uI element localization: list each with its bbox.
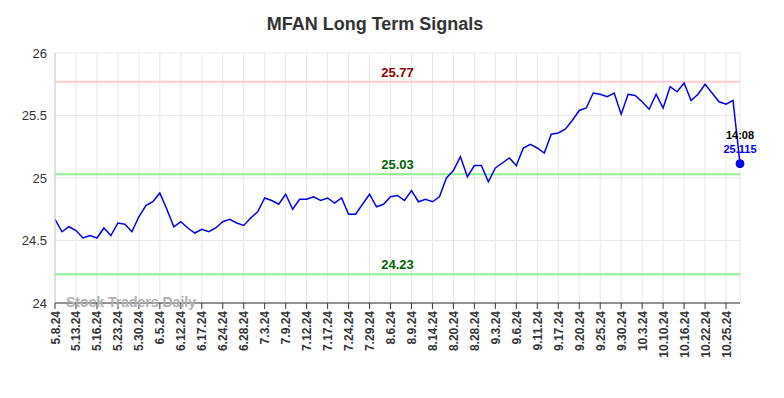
svg-text:9.17.24: 9.17.24 <box>552 311 566 351</box>
svg-text:9.25.24: 9.25.24 <box>594 311 608 351</box>
svg-text:7.24.24: 7.24.24 <box>342 311 356 351</box>
svg-text:10.3.24: 10.3.24 <box>636 311 650 351</box>
svg-text:7.3.24: 7.3.24 <box>258 311 272 345</box>
svg-text:5.30.24: 5.30.24 <box>132 311 146 351</box>
svg-text:25: 25 <box>33 171 47 186</box>
svg-text:6.24.24: 6.24.24 <box>216 311 230 351</box>
svg-text:8.6.24: 8.6.24 <box>384 311 398 345</box>
svg-text:6.5.24: 6.5.24 <box>153 311 167 345</box>
svg-text:6.28.24: 6.28.24 <box>237 311 251 351</box>
svg-text:9.6.24: 9.6.24 <box>510 311 524 345</box>
svg-text:9.3.24: 9.3.24 <box>489 311 503 345</box>
svg-text:7.29.24: 7.29.24 <box>363 311 377 351</box>
svg-text:25.115: 25.115 <box>723 143 756 155</box>
html-text:Stock Traders Daily: Stock Traders Daily <box>66 294 196 310</box>
svg-text:24.23: 24.23 <box>381 257 414 272</box>
svg-text:7.12.24: 7.12.24 <box>300 311 314 351</box>
svg-text:5.8.24: 5.8.24 <box>49 311 63 345</box>
svg-text:9.20.24: 9.20.24 <box>573 311 587 351</box>
svg-text:24.5: 24.5 <box>22 233 47 248</box>
svg-text:8.9.24: 8.9.24 <box>405 311 419 345</box>
svg-text:24: 24 <box>33 296 47 311</box>
svg-text:5.13.24: 5.13.24 <box>69 311 83 351</box>
svg-text:7.9.24: 7.9.24 <box>279 311 293 345</box>
svg-text:5.23.24: 5.23.24 <box>111 311 125 351</box>
svg-text:10.25.24: 10.25.24 <box>720 311 734 358</box>
svg-text:9.11.24: 9.11.24 <box>531 311 545 351</box>
svg-text:25.77: 25.77 <box>381 65 414 80</box>
svg-text:26: 26 <box>33 46 47 61</box>
svg-text:7.17.24: 7.17.24 <box>321 311 335 351</box>
svg-text:25.03: 25.03 <box>381 157 414 172</box>
svg-text:8.20.24: 8.20.24 <box>447 311 461 351</box>
svg-text:8.14.24: 8.14.24 <box>426 311 440 351</box>
svg-text:14:08: 14:08 <box>726 129 754 141</box>
svg-text:8.28.24: 8.28.24 <box>468 311 482 351</box>
html-text:MFAN Long Term Signals: MFAN Long Term Signals <box>266 14 484 34</box>
svg-text:6.12.24: 6.12.24 <box>174 311 188 351</box>
svg-text:5.16.24: 5.16.24 <box>90 311 104 351</box>
svg-text:25.5: 25.5 <box>22 108 47 123</box>
svg-text:6.17.24: 6.17.24 <box>195 311 209 351</box>
svg-text:9.30.24: 9.30.24 <box>615 311 629 351</box>
svg-text:10.22.24: 10.22.24 <box>699 311 713 358</box>
svg-text:10.16.24: 10.16.24 <box>678 311 692 358</box>
svg-text:10.10.24: 10.10.24 <box>657 311 671 358</box>
